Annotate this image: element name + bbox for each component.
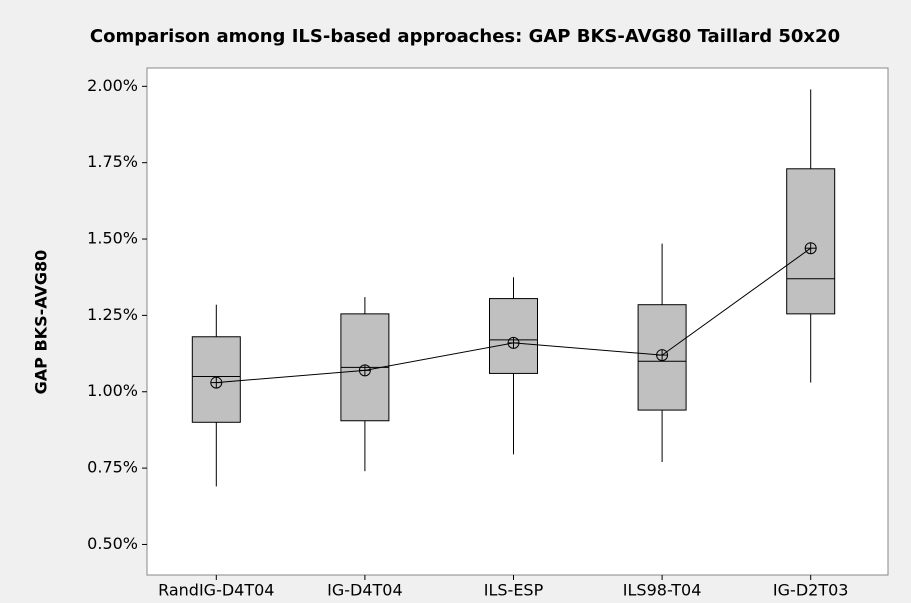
x-tick-label: ILS98-T04: [623, 581, 702, 600]
y-axis-label: GAP BKS-AVG80: [32, 250, 51, 395]
chart-title: Comparison among ILS-based approaches: G…: [90, 26, 840, 47]
y-tick-label: 0.50%: [87, 534, 138, 553]
mean-marker: [804, 242, 817, 255]
mean-marker: [507, 336, 520, 349]
x-tick-label: RandIG-D4T04: [158, 581, 274, 600]
box: [786, 168, 836, 315]
mean-marker: [358, 364, 371, 377]
x-tick-label: IG-D4T04: [327, 581, 403, 600]
y-tick-label: 0.75%: [87, 458, 138, 477]
y-tick-label: 1.25%: [87, 305, 138, 324]
y-tick-label: 1.75%: [87, 152, 138, 171]
x-tick-label: IG-D2T03: [773, 581, 849, 600]
y-tick-label: 1.50%: [87, 229, 138, 248]
box: [489, 298, 538, 374]
x-tick-label: ILS-ESP: [484, 581, 544, 600]
mean-marker: [656, 349, 669, 362]
y-tick-label: 2.00%: [87, 76, 138, 95]
y-tick-label: 1.00%: [87, 381, 138, 400]
mean-marker: [210, 376, 223, 389]
